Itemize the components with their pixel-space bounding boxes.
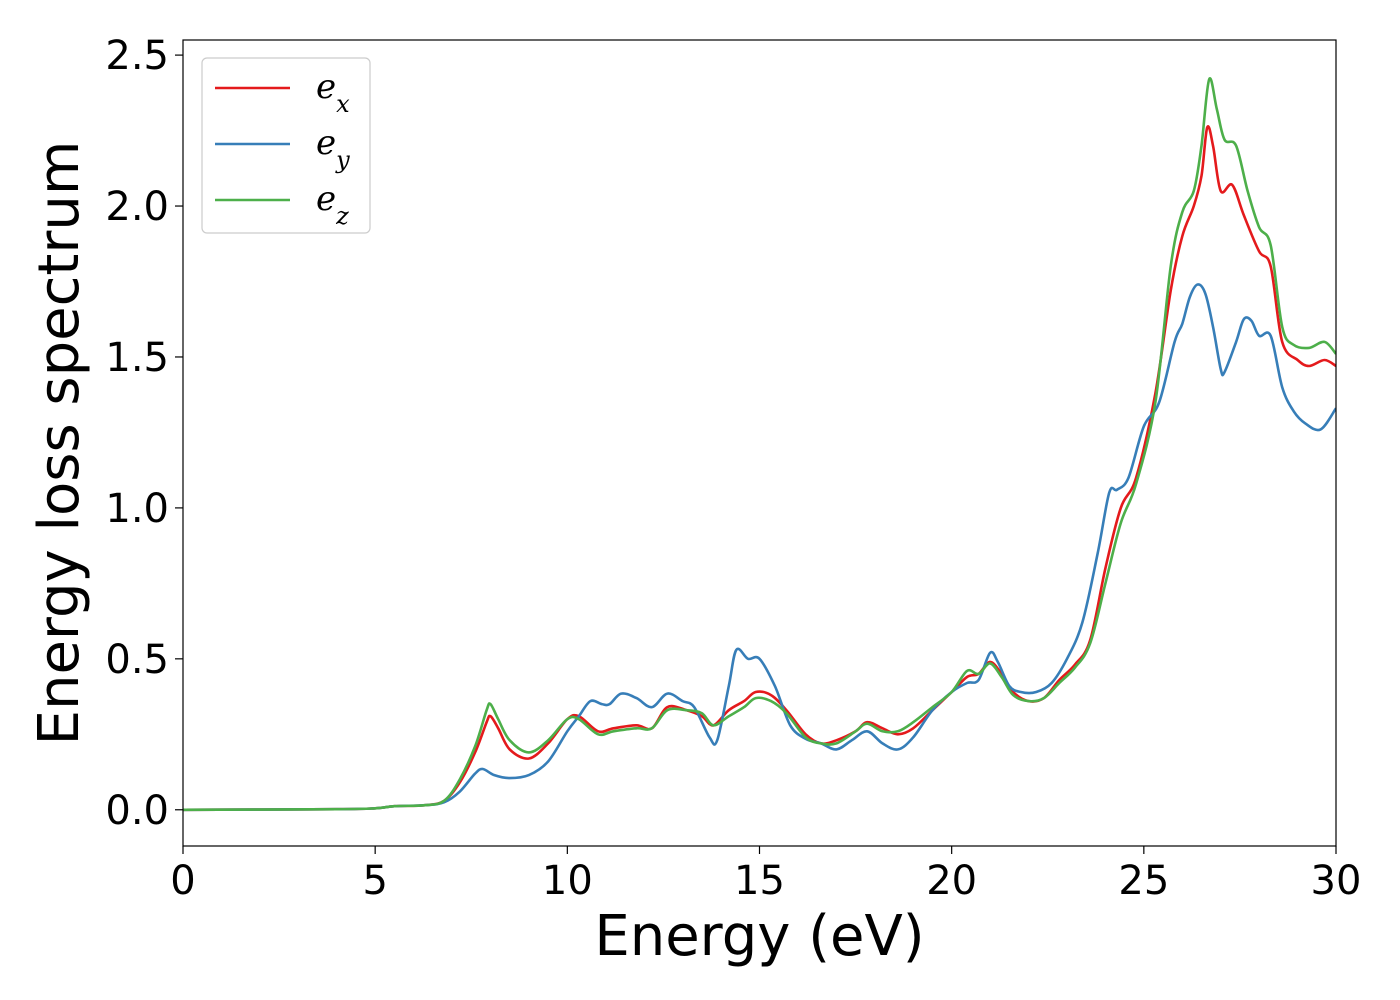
y-tick-label: 0.0: [105, 788, 169, 834]
x-tick-label: 30: [1311, 858, 1362, 904]
y-tick-label: 1.5: [105, 335, 169, 381]
x-axis-title: Energy (eV): [594, 904, 924, 969]
x-tick-label: 15: [734, 858, 785, 904]
y-tick-label: 2.0: [105, 184, 169, 230]
y-tick-label: 1.0: [105, 486, 169, 532]
y-axis-title: Energy loss spectrum: [27, 141, 92, 746]
series-line-e-x: [183, 125, 1336, 812]
x-tick-label: 25: [1118, 858, 1169, 904]
y-tick-label: 0.5: [105, 637, 169, 683]
y-axis-ticks: 0.0 0.5 1.0 1.5 2.0 2.5: [105, 33, 183, 834]
series-line-e-z: [183, 77, 1336, 812]
x-axis-ticks: 0 5 10 15 20 25 30: [170, 846, 1361, 904]
x-tick-label: 0: [170, 858, 195, 904]
series-line-e-y: [183, 283, 1336, 812]
y-tick-label: 2.5: [105, 33, 169, 79]
series-layer: [183, 77, 1336, 812]
x-tick-label: 20: [926, 858, 977, 904]
x-tick-label: 5: [362, 858, 387, 904]
x-tick-label: 10: [542, 858, 593, 904]
legend-box: [201, 57, 371, 234]
